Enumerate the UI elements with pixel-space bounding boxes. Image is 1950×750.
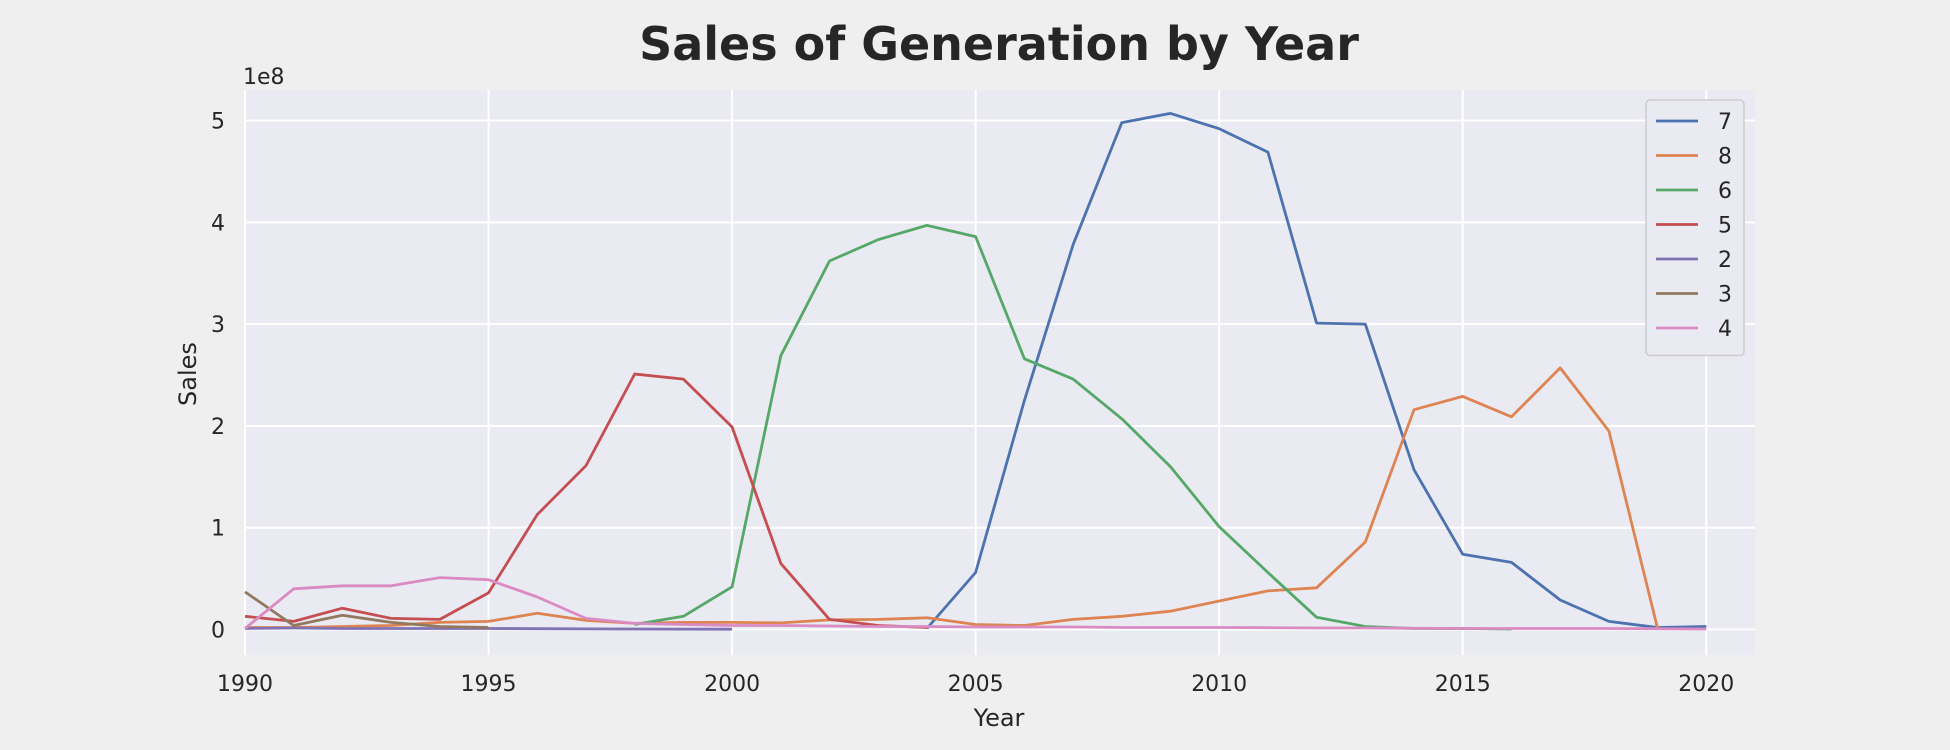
series-line-4 — [244, 576, 1707, 631]
legend-label-4: 4 — [1718, 317, 1732, 342]
x-tick-label: 1995 — [461, 672, 517, 697]
y-tick-label: 4 — [211, 211, 225, 236]
legend-label-2: 2 — [1718, 248, 1732, 273]
chart-title: Sales of Generation by Year — [639, 17, 1359, 71]
series-line-8 — [245, 366, 1659, 629]
plot-area — [245, 90, 1755, 655]
legend-label-7: 7 — [1718, 110, 1732, 135]
legend-label-6: 6 — [1718, 179, 1732, 204]
series-line-2 — [244, 626, 733, 631]
series-line-3 — [244, 590, 489, 629]
y-multiplier-label: 1e8 — [243, 65, 285, 90]
legend-label-8: 8 — [1718, 145, 1732, 170]
x-tick-label: 2010 — [1191, 672, 1247, 697]
x-tick-label: 1990 — [217, 672, 273, 697]
legend-box — [1645, 99, 1745, 357]
series-line-7 — [925, 112, 1707, 630]
legend-label-3: 3 — [1718, 283, 1732, 308]
y-tick-label: 3 — [211, 313, 225, 338]
series-line-6 — [634, 223, 1512, 631]
legend: 7 8 6 5 2 3 4 — [1645, 99, 1745, 357]
grid-lines — [244, 90, 1755, 655]
series-line-5 — [244, 372, 927, 629]
y-tick-label: 0 — [211, 619, 225, 644]
x-tick-label: 2020 — [1678, 672, 1734, 697]
axis-ticks: 1990 1995 2000 2005 2010 2015 2020 0 1 2 3 4 5 — [211, 110, 1734, 697]
y-axis-label: Sales — [174, 342, 202, 406]
y-tick-label: 5 — [211, 110, 225, 135]
x-tick-label: 2005 — [948, 672, 1004, 697]
series-lines — [244, 112, 1707, 631]
y-tick-label: 2 — [211, 415, 225, 440]
legend-label-5: 5 — [1718, 214, 1732, 239]
x-axis-label: Year — [973, 704, 1025, 732]
x-tick-label: 2000 — [704, 672, 760, 697]
y-tick-label: 1 — [211, 517, 225, 542]
x-tick-label: 2015 — [1435, 672, 1491, 697]
